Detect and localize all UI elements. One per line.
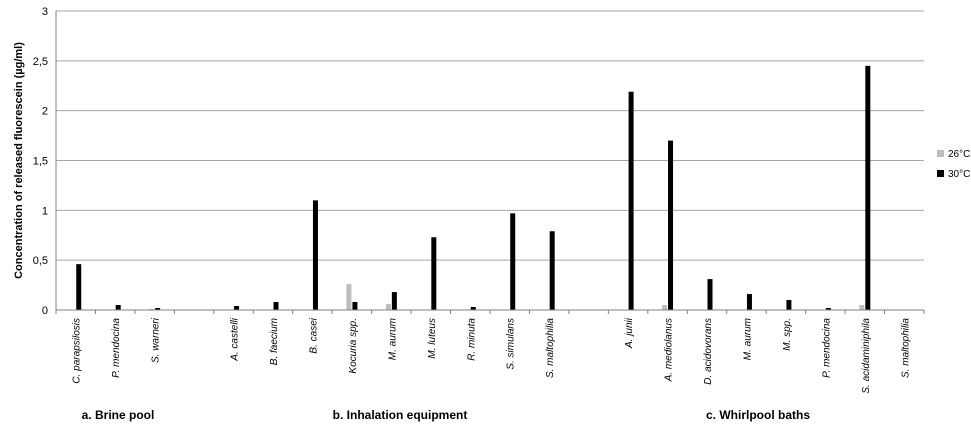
bar-30c	[825, 308, 831, 310]
legend-label: 30°C	[948, 169, 970, 180]
group-labels: a. Brine pool b. Inhalation equipment c. W…	[82, 408, 811, 422]
bar-30c	[312, 200, 318, 310]
x-tick-label: P. mendocina	[821, 318, 832, 378]
bar-26c	[346, 284, 352, 310]
legend-swatch	[937, 150, 944, 157]
bar-26c	[662, 305, 668, 310]
bar-26c	[859, 305, 865, 310]
y-tick-labels: 0 0,5 1 1,5 2 2,5 3	[33, 6, 48, 317]
legend-swatch	[937, 170, 944, 177]
y-tick-label: 2	[42, 106, 48, 118]
x-tick-label: D. acidovorans	[703, 318, 714, 385]
y-tick-label: 0	[42, 305, 48, 317]
group-label: a. Brine pool	[82, 408, 155, 422]
bar-30c	[431, 237, 437, 310]
x-tick-label: A. castelli	[230, 317, 241, 362]
x-tick-label: M. spp.	[782, 318, 793, 351]
x-tick-label: C. parapsilosis	[72, 318, 83, 384]
bar-30c	[155, 308, 161, 310]
x-tick-label: P. mendocina	[111, 318, 122, 378]
bar-30c	[76, 264, 82, 310]
bar-30c	[746, 294, 752, 310]
x-tick-label: S. simulans	[506, 318, 517, 370]
x-tick-label: R. minuta	[466, 318, 477, 361]
x-tick-label: A. junii	[624, 317, 635, 349]
y-tick-label: 3	[42, 6, 48, 18]
x-tick-label: Kocuria spp.	[348, 318, 359, 374]
bar-30c	[549, 231, 555, 310]
x-tick-label: S. maltophilia	[545, 318, 556, 378]
group-label: c. Whirlpool baths	[706, 408, 810, 422]
bar-30c	[786, 300, 792, 310]
bar-30c	[707, 279, 713, 310]
bar-30c	[470, 307, 476, 310]
bar-30c	[628, 91, 634, 310]
y-tick-label: 1,5	[33, 156, 48, 168]
bars	[76, 65, 871, 310]
gridlines	[56, 10, 924, 311]
x-tick-label: M. aurum	[387, 318, 398, 360]
bar-30c	[391, 292, 397, 310]
x-tick-label: M. aurum	[742, 318, 753, 360]
y-tick-label: 1	[42, 205, 48, 217]
bar-30c	[234, 306, 240, 310]
x-tick-labels: C. parapsilosis P. mendocina S. warneri A. …	[72, 317, 912, 393]
bar-26c	[385, 304, 391, 310]
bar-30c	[352, 302, 358, 310]
legend: 26°C 30°C	[937, 149, 970, 180]
bar-30c	[668, 140, 674, 310]
y-tick-label: 2,5	[33, 56, 48, 68]
bar-30c	[115, 305, 121, 310]
x-tick-label: S. maltophilia	[900, 318, 911, 378]
x-tick-label: M. luteus	[427, 318, 438, 359]
x-tick-label: B. faecium	[269, 318, 280, 365]
bar-30c	[273, 302, 279, 310]
group-label: b. Inhalation equipment	[333, 408, 468, 422]
axes	[55, 11, 925, 314]
x-tick-label: S. warneri	[151, 317, 162, 363]
bar-30c	[510, 213, 516, 310]
x-tick-label: A. mediolanus	[664, 318, 675, 382]
x-tick-label: S. acidaminiphila	[861, 318, 872, 394]
x-tick-label: B. casei	[308, 317, 319, 353]
legend-label: 26°C	[948, 149, 970, 160]
y-tick-label: 0,5	[33, 255, 48, 267]
y-axis-label: Concentration of released fluorescein (µ…	[13, 42, 25, 279]
bar-30c	[865, 65, 871, 310]
